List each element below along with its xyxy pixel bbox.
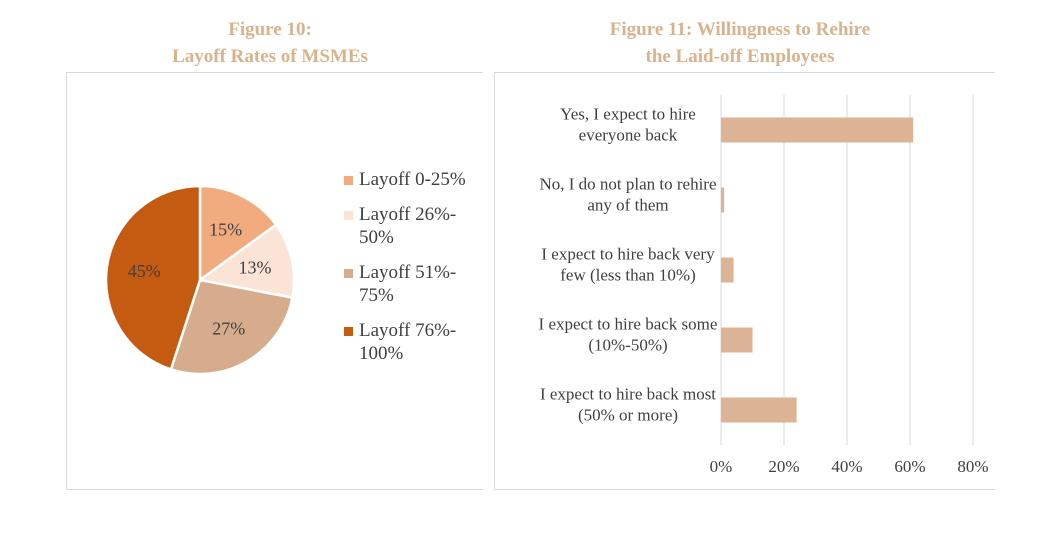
x-tick-label-2: 20% [768, 457, 799, 476]
legend-label-1-line-1: Layoff 0-25% [359, 169, 466, 190]
x-tick-label-5: 80% [957, 457, 988, 476]
pie-slice-4 [104, 184, 202, 371]
category-label-1-line-2: everyone back [579, 126, 678, 145]
x-tick-label-3: 40% [831, 457, 862, 476]
bar-4 [721, 327, 753, 353]
bar-2 [721, 187, 725, 213]
bar-1 [721, 117, 914, 143]
x-tick-label-1: 0% [710, 457, 733, 476]
pie-slice-label-2: 13% [239, 258, 272, 278]
legend-label-2-line-1: Layoff 26%- [359, 204, 457, 225]
legend-label-4-line-2: 100% [359, 343, 404, 364]
pie-slice-1 [198, 184, 278, 283]
bar-chart-title: Figure 11: Willingness to Rehire the Lai… [540, 16, 940, 70]
pie-title-line-1: Figure 10: [228, 19, 312, 40]
legend-item-3: Layoff 51%- 75% [344, 261, 484, 307]
bar-5 [721, 397, 797, 423]
category-label-4-line-1: I expect to hire back some [539, 315, 718, 334]
pie-legend: Layoff 0-25% Layoff 26%- 50% Layoff 51%- 75%… [344, 168, 484, 377]
category-label-2-line-1: No, I do not plan to rehire [539, 175, 716, 194]
bar-title-line-2: the Laid-off Employees [645, 46, 835, 67]
category-label-2-line-2: any of them [587, 196, 668, 215]
legend-item-1: Layoff 0-25% [344, 168, 484, 191]
category-label-5-line-1: I expect to hire back most [540, 385, 716, 404]
category-label-5-line-2: (50% or more) [578, 406, 678, 425]
category-label-1-line-1: Yes, I expect to hire [560, 105, 696, 124]
pie-slice-2 [196, 223, 296, 300]
pie-slice-3 [169, 278, 294, 376]
category-label-3-line-1: I expect to hire back very [541, 245, 715, 264]
pie-chart-panel [66, 72, 483, 490]
legend-swatch-1 [344, 176, 353, 185]
category-label-3-line-2: few (less than 10%) [560, 266, 696, 285]
category-label-4-line-2: (10%-50%) [588, 336, 667, 355]
pie-slice-label-4: 45% [128, 261, 161, 281]
legend-swatch-3 [344, 269, 353, 278]
legend-label-2-line-2: 50% [359, 227, 394, 248]
legend-item-4: Layoff 76%- 100% [344, 319, 484, 365]
legend-label-3-line-1: Layoff 51%- [359, 262, 457, 283]
bar-title-line-1: Figure 11: Willingness to Rehire [609, 19, 871, 40]
legend-item-2: Layoff 26%- 50% [344, 203, 484, 249]
x-tick-label-4: 60% [894, 457, 925, 476]
legend-swatch-2 [344, 211, 353, 220]
legend-swatch-4 [344, 327, 353, 336]
pie-slice-label-1: 15% [209, 220, 242, 240]
legend-label-3-line-2: 75% [359, 285, 394, 306]
legend-label-4-line-1: Layoff 76%- [359, 320, 457, 341]
pie-chart-title: Figure 10: Layoff Rates of MSMEs [120, 16, 420, 70]
pie-title-line-2: Layoff Rates of MSMEs [172, 46, 368, 67]
pie-slice-label-3: 27% [212, 319, 245, 339]
bar-chart-panel [494, 72, 995, 490]
bar-3 [721, 257, 734, 283]
